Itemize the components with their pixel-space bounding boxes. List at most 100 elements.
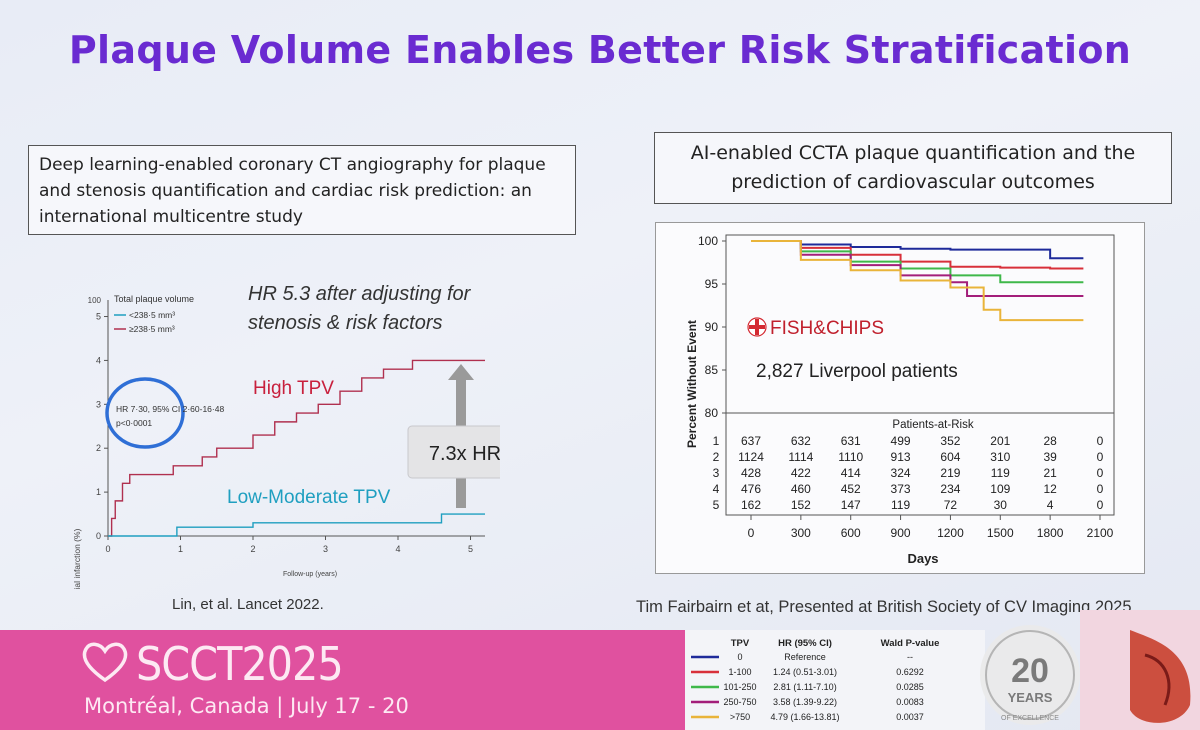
- risk-cell: 310: [990, 450, 1010, 464]
- risk-cell: 152: [791, 498, 811, 512]
- hr-callout-label: 7.3x HR: [429, 443, 500, 465]
- right-study-title-box: AI-enabled CCTA plaque quantification an…: [654, 132, 1172, 204]
- hr-table-header: Wald P-value: [881, 638, 940, 649]
- risk-cell: 0: [1097, 498, 1104, 512]
- fish-chips-logo-icon: [747, 317, 767, 337]
- left-study-title-box: Deep learning-enabled coronary CT angiog…: [28, 145, 576, 235]
- risk-cell: 632: [791, 434, 811, 448]
- right-x-tick-label: 1800: [1037, 526, 1064, 540]
- hr-row-p: --: [907, 652, 913, 662]
- hr-row-tpv: 0: [737, 652, 742, 662]
- risk-cell: 1110: [838, 450, 863, 464]
- left-x-tick-label: 5: [468, 544, 473, 554]
- badge-word: YEARS: [1008, 690, 1053, 705]
- risk-cell: 234: [940, 482, 960, 496]
- risk-cell: 422: [791, 466, 811, 480]
- left-series-line: [108, 359, 485, 537]
- hr-row-p: 0.0083: [896, 697, 924, 707]
- left-citation: Lin, et al. Lancet 2022.: [172, 596, 324, 613]
- right-x-tick-label: 0: [748, 526, 755, 540]
- right-x-tick-label: 2100: [1087, 526, 1114, 540]
- risk-cell: 39: [1043, 450, 1057, 464]
- conference-location: Montréal, Canada | July 17 - 20: [84, 694, 409, 718]
- left-plot-area: 0 1 2 3 4 5 0 1 2 3 4 5 100: [88, 296, 485, 554]
- left-y-tick-label: 4: [96, 355, 101, 365]
- risk-cell: 428: [741, 466, 761, 480]
- hr-row-p: 0.6292: [896, 667, 924, 677]
- risk-table: 1 637 632 631 499 352 201 28 02 1124 1114 1110 913 60…: [713, 434, 1104, 512]
- risk-cell: 4: [1047, 498, 1054, 512]
- right-y-axis-label: Percent Without Event: [685, 320, 699, 448]
- risk-cell: 913: [891, 450, 911, 464]
- risk-cell: 21: [1043, 466, 1057, 480]
- risk-cell: 631: [841, 434, 861, 448]
- risk-cell: 119: [891, 498, 910, 512]
- left-stat-line2: p<0·0001: [116, 418, 152, 428]
- risk-cell: 219: [940, 466, 960, 480]
- risk-cell: 109: [990, 482, 1010, 496]
- left-y-tick-label: 3: [96, 399, 101, 409]
- left-stat-line1: HR 7·30, 95% CI 2·60-16·48: [116, 404, 224, 414]
- left-study-title-line: and stenosis quantification and cardiac …: [39, 181, 532, 201]
- left-x-tick-label: 0: [105, 544, 110, 554]
- left-y-tick-label: 1: [96, 487, 101, 497]
- risk-cell: 373: [891, 482, 911, 496]
- right-km-panel: Percent Without Event Days 80 85 90 95 100 0 3…: [655, 222, 1145, 574]
- fish-chips-logo-text: FISH&CHIPS: [770, 318, 884, 339]
- adjusted-hr-note: HR 5.3 after adjusting for stenosis & ri…: [248, 280, 538, 338]
- low-tpv-label: Low-Moderate TPV: [227, 487, 391, 508]
- hr-row-p: 0.0037: [896, 712, 924, 722]
- right-y-tick-label: 80: [705, 406, 719, 420]
- risk-cell: 147: [841, 498, 861, 512]
- left-legend-low: <238·5 mm³: [129, 310, 175, 320]
- right-series-line: [751, 240, 1084, 270]
- risk-cell: 324: [891, 466, 911, 480]
- right-x-tick-label: 1500: [987, 526, 1014, 540]
- risk-row-id: 2: [713, 450, 720, 464]
- hr-row-ci: 1.24 (0.51-3.01): [773, 667, 837, 677]
- risk-table-header: Patients-at-Risk: [892, 419, 973, 431]
- risk-cell: 201: [990, 434, 1010, 448]
- left-y-top-label: 100: [88, 296, 102, 305]
- risk-cell: 352: [940, 434, 960, 448]
- risk-cell: 72: [944, 498, 958, 512]
- right-study-title-line: prediction of cardiovascular outcomes: [731, 171, 1095, 193]
- heart-icon: [82, 642, 128, 683]
- right-x-tick-label: 1200: [937, 526, 964, 540]
- anniversary-badge: 20 YEARS OF EXCELLENCE: [980, 610, 1200, 730]
- left-x-tick-label: 2: [250, 544, 255, 554]
- right-series-line: [751, 240, 1084, 322]
- risk-cell: 162: [741, 498, 761, 512]
- left-x-tick-label: 1: [178, 544, 183, 554]
- risk-row-id: 4: [713, 482, 720, 496]
- risk-cell: 414: [841, 466, 861, 480]
- right-plot-frame: [725, 234, 1115, 516]
- badge-number: 20: [1011, 652, 1049, 690]
- cohort-size-note: 2,827 Liverpool patients: [756, 361, 958, 382]
- hr-table-header: TPV: [731, 638, 750, 649]
- left-km-chart: Cumulative incidenc of myocardial infarc…: [72, 294, 500, 590]
- risk-cell: 604: [940, 450, 960, 464]
- right-x-tick-label: 300: [791, 526, 811, 540]
- hr-row-ci: 3.58 (1.39-9.22): [773, 697, 837, 707]
- left-study-title-line: Deep learning-enabled coronary CT angiog…: [39, 155, 546, 175]
- right-study-title-line: AI-enabled CCTA plaque quantification an…: [690, 142, 1136, 164]
- hr-row-tpv: >750: [730, 712, 750, 722]
- left-study-title-line: international multicentre study: [39, 207, 303, 227]
- left-x-tick-label: 3: [323, 544, 328, 554]
- hr-row-p: 0.0285: [896, 682, 924, 692]
- risk-cell: 0: [1097, 482, 1104, 496]
- hr-callout-box: [407, 425, 500, 479]
- right-y-tick-label: 95: [705, 277, 719, 291]
- footer-banner: [0, 630, 685, 730]
- right-y-tick-label: 85: [705, 363, 719, 377]
- risk-cell: 119: [991, 466, 1010, 480]
- risk-cell: 28: [1043, 434, 1057, 448]
- left-x-axis-label: Follow-up (years): [283, 571, 337, 578]
- risk-cell: 0: [1097, 450, 1104, 464]
- left-y-tick-label: 2: [96, 443, 101, 453]
- hr-table-header: HR (95% CI): [778, 638, 832, 649]
- risk-cell: 0: [1097, 434, 1104, 448]
- risk-cell: 1124: [738, 450, 764, 464]
